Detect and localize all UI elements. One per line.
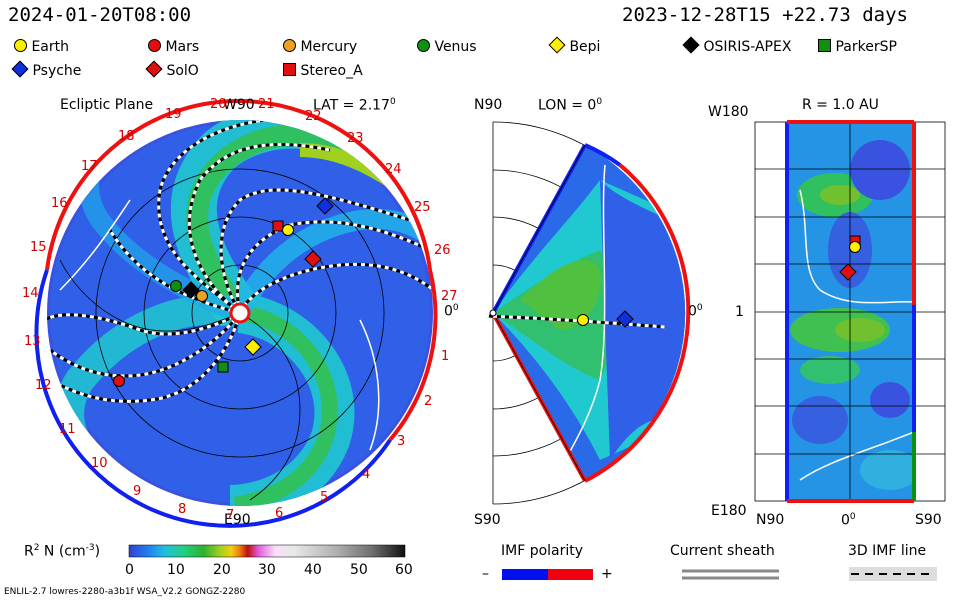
footer-credits: ENLIL-2.7 lowres-2280-a3b1f WSA_V2.2 GON… <box>4 587 246 597</box>
sun-marker-meridional <box>489 309 497 317</box>
legend-item-stereo-a: Stereo_A <box>283 63 363 79</box>
meridional-lon: LON = 00 <box>538 97 603 114</box>
psyche-marker <box>316 197 334 215</box>
stereo-a-marker <box>272 220 284 232</box>
imf-plus-label: + <box>601 566 613 582</box>
latlon-panel <box>754 120 946 503</box>
imf-positive-swatch <box>548 569 593 580</box>
latlon-bottom-left-label: E180 <box>711 503 747 519</box>
legend-item-psyche: Psyche <box>11 60 81 79</box>
psyche-marker-meridional <box>616 310 634 328</box>
legend-item-earth: Earth <box>14 39 69 55</box>
legend-item-osiris-apex: OSIRIS-APEX <box>682 36 791 55</box>
latlon-x-left-label: N90 <box>756 512 785 528</box>
ecliptic-plane-panel <box>34 99 438 528</box>
earth-marker-meridional <box>577 314 589 326</box>
bepi-marker <box>244 338 262 356</box>
legend-item-mercury: Mercury <box>283 39 357 55</box>
imf-3d-title: 3D IMF line <box>848 543 927 559</box>
sun-marker <box>229 302 251 324</box>
imf-minus-label: – <box>482 566 489 582</box>
square-icon <box>283 63 296 76</box>
current-sheath-title: Current sheath <box>670 543 775 559</box>
legend-item-venus: Venus <box>417 39 477 55</box>
density-colorbar <box>128 544 406 558</box>
parkersp-marker <box>217 361 229 373</box>
venus-marker <box>170 280 182 292</box>
legend-item-solo: SolO <box>145 60 199 79</box>
latlon-mid-left-label: 1 <box>735 304 744 320</box>
imf-negative-swatch <box>502 569 548 580</box>
imf-polarity-title: IMF polarity <box>501 543 584 559</box>
meridional-top-label: N90 <box>474 97 503 113</box>
osiris-apex-marker <box>182 281 200 299</box>
ecliptic-lat: LAT = 2.170 <box>313 97 396 114</box>
colorbar-label: R2 N (cm-3) <box>24 543 101 560</box>
latlon-title: R = 1.0 AU <box>802 97 879 113</box>
meridional-panel <box>484 121 691 505</box>
legend-item-mars: Mars <box>148 39 199 55</box>
circle-icon <box>148 39 161 52</box>
earth-marker <box>282 224 294 236</box>
right-timestamp: 2023-12-28T15 +22.73 days <box>622 4 908 26</box>
left-timestamp: 2024-01-20T08:00 <box>8 4 192 26</box>
legend-item-bepi: Bepi <box>548 36 600 55</box>
mercury-marker <box>196 290 208 302</box>
ecliptic-bottom-label: E90 <box>224 512 251 528</box>
mars-marker <box>113 375 125 387</box>
latlon-top-left-label: W180 <box>708 104 749 120</box>
ecliptic-right-label: 00 <box>444 303 459 320</box>
solo-marker-latlon <box>839 263 857 281</box>
legend-item-parkersp: ParkerSP <box>818 39 897 55</box>
meridional-bottom-label: S90 <box>474 512 501 528</box>
circle-icon <box>283 39 296 52</box>
solo-marker <box>304 250 322 268</box>
square-icon <box>818 39 831 52</box>
ecliptic-top-label: W90 <box>223 97 255 113</box>
circle-icon <box>14 39 27 52</box>
ecliptic-title: Ecliptic Plane <box>60 97 154 113</box>
latlon-x-mid-label: 00 <box>841 512 856 529</box>
meridional-right-label: 00 <box>688 303 703 320</box>
circle-icon <box>417 39 430 52</box>
latlon-x-right-label: S90 <box>915 512 942 528</box>
earth-marker-latlon <box>849 241 861 253</box>
